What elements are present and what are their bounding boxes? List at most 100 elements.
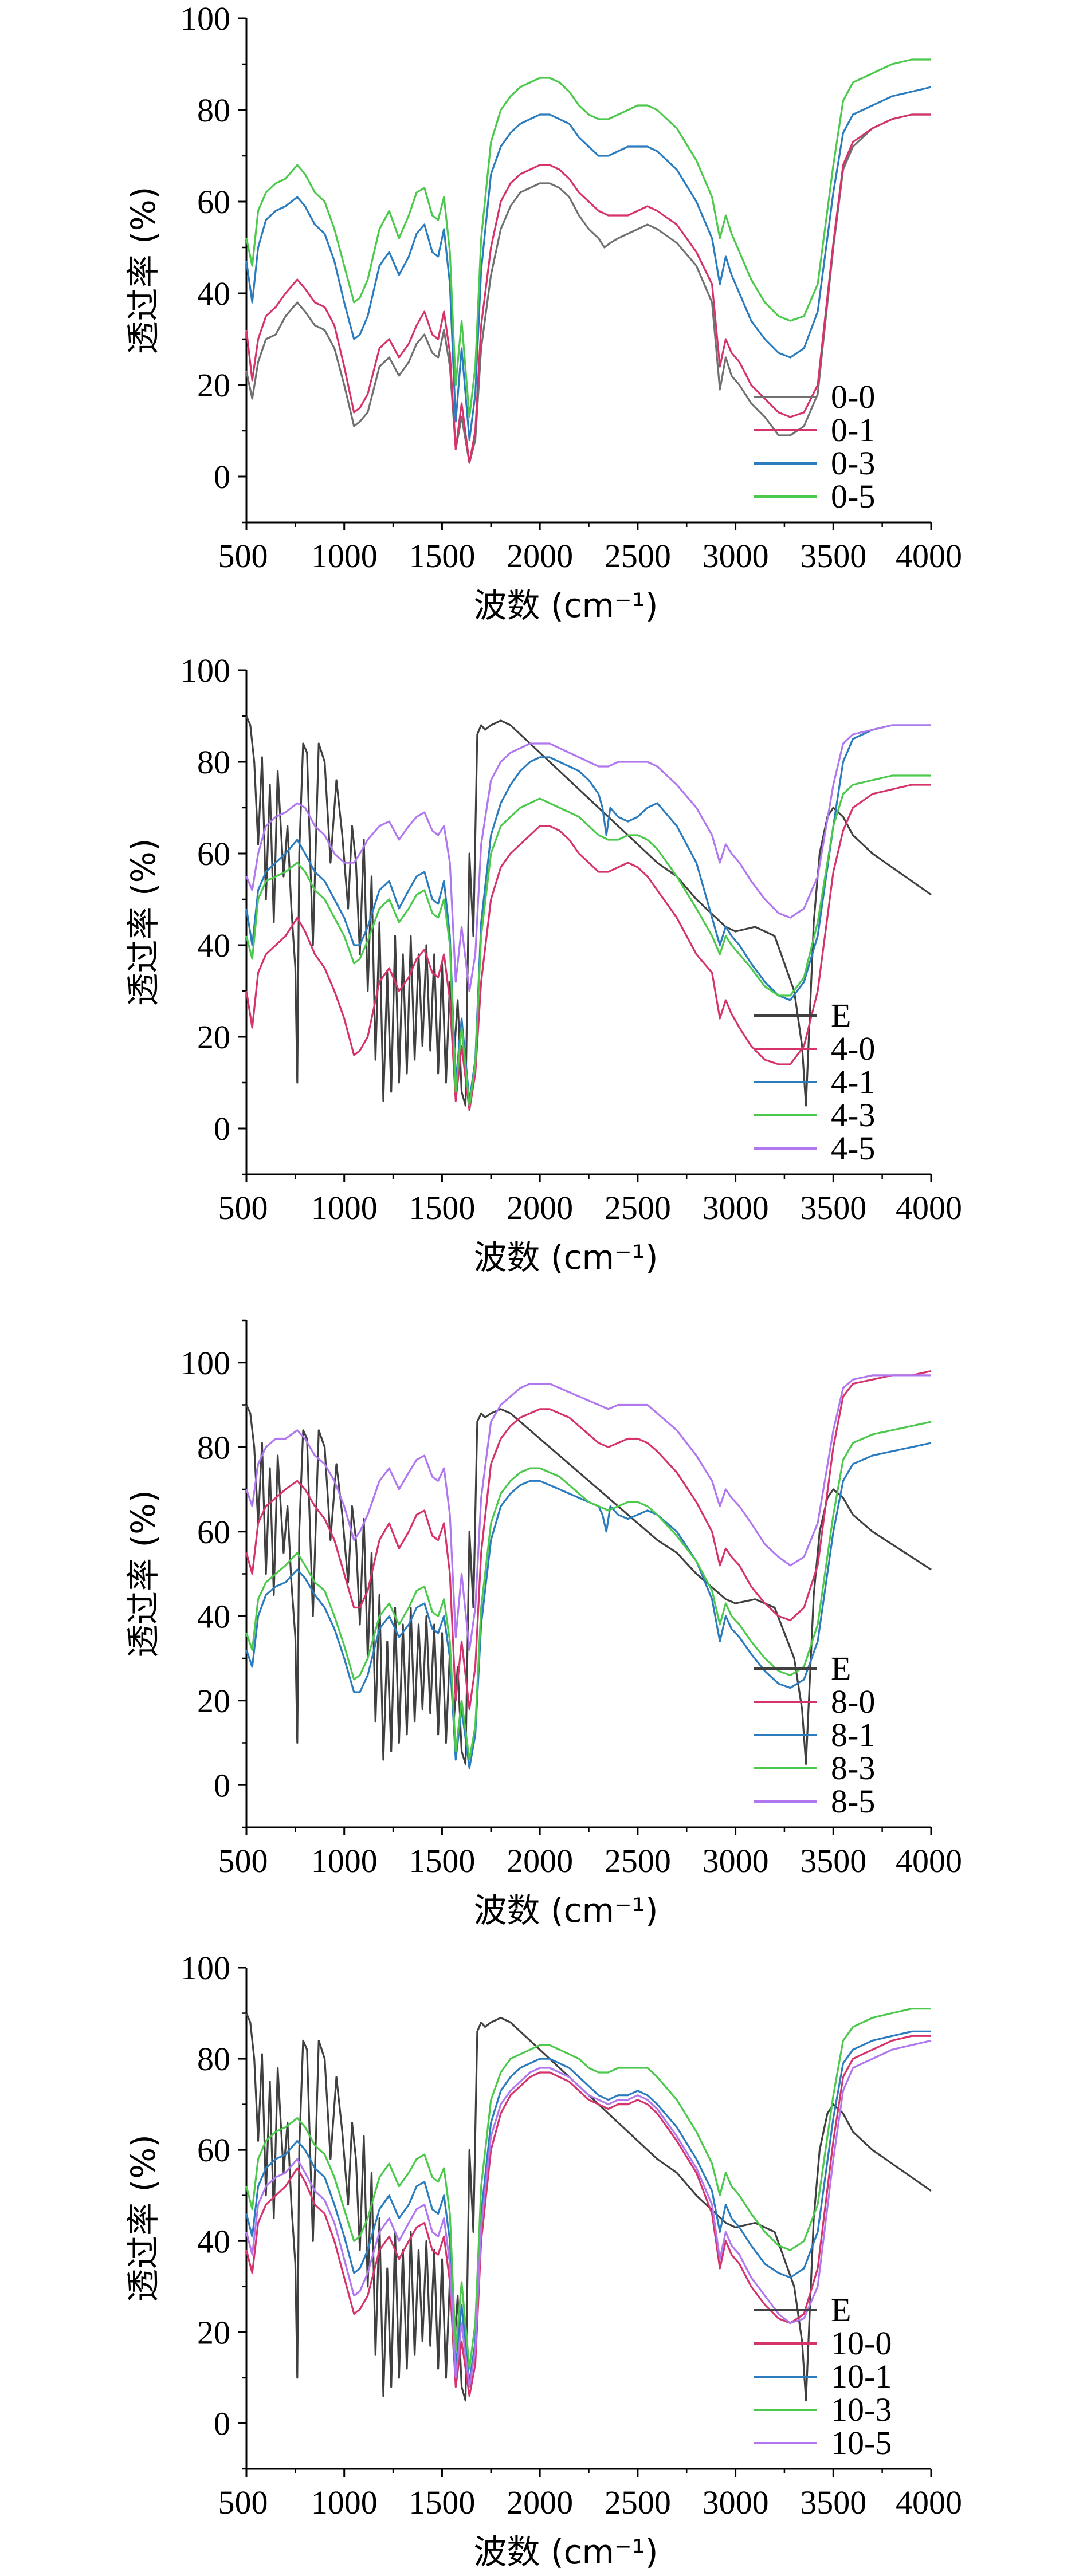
chart-panel-2: 500 1000 1500 2000 2500 3000 3500 4000 0 20 40 60 80…	[124, 652, 962, 1277]
y-tick-label: 40	[197, 2223, 230, 2260]
y-tick-label: 20	[197, 1018, 230, 1056]
x-tick-label: 500	[218, 537, 268, 575]
series-line-E	[245, 715, 932, 1107]
x-axis-title: 波数 (cm⁻¹)	[474, 1891, 658, 1930]
legend-label-0-0: 0-0	[831, 378, 875, 415]
legend-label-E: E	[831, 997, 851, 1034]
x-tick-label: 1000	[311, 537, 378, 575]
legend-label-8-1: 8-1	[831, 1716, 875, 1753]
y-tick-label: 60	[197, 1513, 230, 1551]
x-tick-label: 2500	[605, 2484, 671, 2521]
x-tick-label: 4000	[896, 2484, 962, 2521]
y-tick-label: 40	[197, 927, 230, 964]
x-tick-label: 2500	[605, 537, 671, 575]
legend-label-10-5: 10-5	[831, 2424, 892, 2461]
x-tick-label: 4000	[896, 1842, 962, 1879]
x-axis-title: 波数 (cm⁻¹)	[474, 2532, 658, 2571]
x-axis-title: 波数 (cm⁻¹)	[474, 586, 658, 625]
x-tick-label: 500	[218, 1189, 268, 1226]
x-tick-label: 3000	[703, 1842, 769, 1879]
series-line-10-0	[245, 2035, 931, 2397]
x-tick-label: 1000	[311, 1842, 378, 1879]
series-line-E	[245, 2012, 932, 2402]
y-tick-label: 100	[180, 0, 230, 37]
x-tick-label: 1500	[409, 537, 475, 575]
chart-panel-1: 500 1000 1500 2000 2500 3000 3500 4000 0 20 40 60 80…	[124, 0, 962, 625]
legend-label-10-0: 10-0	[831, 2325, 892, 2362]
x-tick-label: 3500	[800, 1189, 866, 1226]
x-tick-label: 2000	[507, 2484, 573, 2521]
series-line-10-5	[245, 2039, 932, 2388]
x-tick-label: 2000	[507, 1842, 573, 1879]
chart-panel-4: 500 1000 1500 2000 2500 3000 3500 4000 0 20 40 60 80…	[124, 1949, 962, 2571]
series-line-0-5	[245, 58, 931, 418]
y-tick-label: 80	[197, 2040, 230, 2078]
y-tick-label: 20	[197, 2314, 230, 2351]
legend-label-4-0: 4-0	[831, 1030, 875, 1067]
series-line-E	[245, 1404, 932, 1765]
x-tick-label: 2500	[605, 1189, 671, 1226]
x-tick-label: 2000	[507, 1189, 573, 1226]
series-line-4-1	[245, 724, 931, 1102]
series-line-8-5	[245, 1374, 931, 1651]
y-tick-label: 80	[197, 1429, 230, 1466]
series-line-4-5	[245, 724, 931, 992]
x-tick-label: 1500	[409, 1189, 475, 1226]
legend-label-0-3: 0-3	[831, 445, 875, 482]
series-line-8-1	[245, 1442, 932, 1769]
y-tick-label: 60	[197, 2131, 230, 2169]
legend-label-0-5: 0-5	[831, 478, 875, 515]
y-tick-label: 60	[197, 835, 230, 872]
legend-label-8-5: 8-5	[831, 1783, 875, 1820]
y-axis-title: 透过率 (%)	[124, 2134, 163, 2302]
x-tick-label: 500	[218, 2484, 268, 2521]
x-tick-label: 2000	[507, 537, 573, 575]
y-tick-label: 0	[214, 458, 230, 495]
x-tick-label: 3000	[703, 1189, 769, 1226]
x-tick-label: 3500	[800, 1842, 866, 1879]
x-tick-label: 1000	[311, 2484, 378, 2521]
x-tick-label: 4000	[896, 537, 962, 575]
legend-label-4-5: 4-5	[831, 1130, 875, 1167]
series-line-4-0	[245, 784, 931, 1111]
legend-label-8-0: 8-0	[831, 1683, 875, 1720]
legend-label-10-1: 10-1	[831, 2358, 892, 2395]
y-tick-label: 0	[214, 1767, 230, 1804]
legend-label-E: E	[831, 2291, 851, 2329]
x-tick-label: 500	[218, 1842, 268, 1879]
series-line-10-1	[245, 2030, 931, 2384]
x-tick-label: 1500	[409, 2484, 475, 2521]
x-tick-label: 1500	[409, 1842, 475, 1879]
legend-label-0-1: 0-1	[831, 411, 875, 449]
chart-panel-3: 500 1000 1500 2000 2500 3000 3500 4000 0 20 40 60 80…	[124, 1319, 962, 1930]
series-line-0-1	[245, 113, 931, 464]
y-tick-label: 100	[180, 1344, 230, 1382]
x-tick-label: 3500	[800, 537, 866, 575]
x-tick-label: 4000	[896, 1189, 962, 1226]
y-tick-label: 60	[197, 183, 230, 221]
legend-label-4-3: 4-3	[831, 1096, 875, 1134]
y-tick-label: 0	[214, 2405, 230, 2442]
legend-label-8-3: 8-3	[831, 1749, 875, 1787]
y-axis-title: 透过率 (%)	[124, 1490, 163, 1658]
series-line-0-3	[245, 86, 932, 441]
y-tick-label: 100	[180, 652, 230, 689]
y-tick-label: 80	[197, 744, 230, 781]
series-line-8-0	[245, 1370, 932, 1710]
x-tick-label: 3000	[703, 537, 769, 575]
series-line-10-3	[245, 2008, 931, 2370]
y-axis-title: 透过率 (%)	[124, 187, 163, 355]
series-line-0-0	[245, 113, 931, 464]
y-tick-label: 40	[197, 275, 230, 312]
legend-label-E: E	[831, 1650, 851, 1687]
y-tick-label: 0	[214, 1110, 230, 1147]
x-tick-label: 1000	[311, 1189, 378, 1226]
x-axis-title: 波数 (cm⁻¹)	[474, 1238, 658, 1277]
y-tick-label: 20	[197, 1682, 230, 1720]
y-tick-label: 80	[197, 92, 230, 129]
y-tick-label: 100	[180, 1949, 230, 1987]
x-tick-label: 3500	[800, 2484, 866, 2521]
legend-label-10-3: 10-3	[831, 2391, 892, 2428]
legend-label-4-1: 4-1	[831, 1063, 875, 1100]
